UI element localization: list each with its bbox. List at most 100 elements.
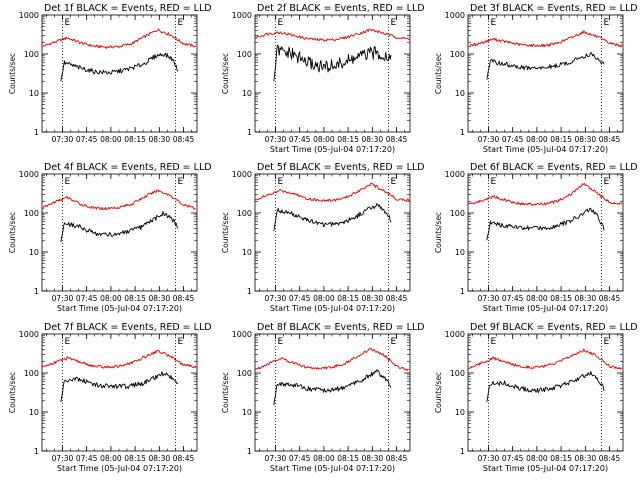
- x-tick-label: 07:30: [52, 454, 74, 463]
- y-tick-label: 10: [242, 248, 252, 257]
- x-tick-label: 08:15: [124, 135, 146, 144]
- x-tick-label: 08:00: [100, 135, 122, 144]
- x-axis-label: Start Time (05-Jul-04 07:17:20): [483, 464, 608, 473]
- y-tick-label: 1: [247, 128, 252, 137]
- panel-title: Det 5f BLACK = Events, RED = LLD: [257, 162, 425, 173]
- x-tick-label: 08:00: [100, 454, 122, 463]
- y-tick-label: 100: [237, 369, 252, 378]
- lld-series-line: [41, 349, 197, 369]
- x-tick-label: 08:30: [362, 454, 384, 463]
- events-series-line: [60, 52, 179, 82]
- y-tick-label: 1: [460, 447, 465, 456]
- events-series-line: [486, 52, 605, 80]
- y-tick-label: 1: [460, 128, 465, 137]
- x-tick-label: 08:15: [550, 454, 572, 463]
- y-tick-label: 100: [24, 50, 39, 59]
- x-axis-label: Start Time (05-Jul-04 07:17:20): [270, 304, 395, 313]
- plot-frame: [41, 173, 198, 292]
- x-tick-label: 07:45: [502, 454, 524, 463]
- lld-series-line: [41, 28, 197, 49]
- x-tick-label: 07:30: [478, 135, 500, 144]
- y-tick-label: 100: [450, 369, 465, 378]
- detector-panel-8: Det 8f BLACK = Events, RED = LLD 1 10 100 10…: [221, 322, 425, 473]
- x-tick-label: 08:00: [313, 294, 335, 303]
- y-tick-label: 1000: [445, 11, 465, 20]
- y-tick-label: 1000: [232, 330, 252, 339]
- detector-panel-5: Det 5f BLACK = Events, RED = LLD 1 10 100 10…: [221, 162, 425, 313]
- x-tick-label: 08:30: [575, 135, 597, 144]
- x-tick-label: 08:45: [173, 135, 195, 144]
- x-tick-label: 07:30: [52, 135, 74, 144]
- events-series-line: [273, 203, 392, 231]
- lld-series-line: [41, 189, 197, 211]
- x-tick-label: 07:30: [265, 294, 287, 303]
- x-axis-label: Start Time (05-Jul-04 07:17:20): [483, 145, 608, 154]
- x-tick-label: 08:00: [313, 454, 335, 463]
- y-axis-label: Counts/sec: [8, 372, 17, 413]
- x-tick-label: 08:30: [149, 454, 171, 463]
- x-tick-label: 07:45: [502, 135, 524, 144]
- x-tick-label: 07:30: [265, 454, 287, 463]
- y-axis-label: Counts/sec: [434, 212, 443, 253]
- time-marker-label: E: [64, 177, 70, 187]
- y-axis-label: Counts/sec: [434, 53, 443, 94]
- time-marker-label: E: [490, 18, 496, 28]
- x-tick-label: 07:45: [289, 135, 311, 144]
- y-tick-label: 1: [34, 287, 39, 296]
- time-marker-label: E: [490, 177, 496, 187]
- time-marker-label: E: [64, 18, 70, 28]
- x-tick-label: 07:45: [76, 454, 98, 463]
- time-marker-label: E: [277, 337, 283, 347]
- x-tick-label: 08:15: [550, 294, 572, 303]
- y-tick-label: 10: [455, 248, 465, 257]
- y-tick-label: 10: [455, 408, 465, 417]
- panel-title: Det 4f BLACK = Events, RED = LLD: [44, 162, 212, 173]
- x-tick-label: 08:15: [124, 294, 146, 303]
- x-tick-label: 08:00: [526, 135, 548, 144]
- x-tick-label: 08:30: [362, 294, 384, 303]
- y-tick-label: 1: [247, 447, 252, 456]
- y-tick-label: 100: [450, 209, 465, 218]
- lld-series-line: [467, 348, 623, 370]
- y-tick-label: 100: [237, 50, 252, 59]
- panel-title: Det 9f BLACK = Events, RED = LLD: [470, 322, 638, 333]
- y-tick-label: 100: [24, 369, 39, 378]
- plot-frame: [41, 333, 198, 452]
- x-tick-label: 07:45: [76, 135, 98, 144]
- x-tick-label: 08:15: [550, 135, 572, 144]
- panel-title: Det 8f BLACK = Events, RED = LLD: [257, 322, 425, 333]
- x-tick-label: 08:00: [100, 294, 122, 303]
- x-tick-label: 07:45: [502, 294, 524, 303]
- x-tick-label: 08:45: [386, 454, 408, 463]
- y-tick-label: 100: [450, 50, 465, 59]
- panel-title: Det 1f BLACK = Events, RED = LLD: [44, 3, 212, 14]
- y-tick-label: 10: [29, 89, 39, 98]
- lld-series-line: [254, 28, 410, 42]
- x-tick-label: 08:15: [337, 294, 359, 303]
- x-tick-label: 08:15: [124, 454, 146, 463]
- x-axis-label: Start Time (05-Jul-04 07:17:20): [270, 464, 395, 473]
- time-marker-label: E: [490, 337, 496, 347]
- plot-frame: [467, 14, 624, 133]
- y-tick-label: 1000: [445, 330, 465, 339]
- x-tick-label: 08:45: [599, 294, 621, 303]
- y-tick-label: 1000: [445, 170, 465, 179]
- y-tick-label: 10: [242, 408, 252, 417]
- y-tick-label: 1000: [19, 170, 39, 179]
- x-tick-label: 07:30: [478, 454, 500, 463]
- y-tick-label: 1000: [19, 330, 39, 339]
- x-tick-label: 07:30: [52, 294, 74, 303]
- y-axis-label: Counts/sec: [221, 372, 230, 413]
- detector-panel-1: Det 1f BLACK = Events, RED = LLD 1 10 100 10…: [8, 3, 212, 144]
- events-series-line: [273, 369, 392, 406]
- y-axis-label: Counts/sec: [221, 212, 230, 253]
- y-tick-label: 1: [34, 128, 39, 137]
- x-tick-label: 08:45: [386, 294, 408, 303]
- x-tick-label: 08:30: [149, 135, 171, 144]
- y-axis-label: Counts/sec: [434, 372, 443, 413]
- detector-panel-4: Det 4f BLACK = Events, RED = LLD 1 10 100 10…: [8, 162, 212, 313]
- y-tick-label: 100: [237, 209, 252, 218]
- events-series-line: [60, 210, 179, 243]
- x-tick-label: 08:45: [173, 294, 195, 303]
- detector-panel-6: Det 6f BLACK = Events, RED = LLD 1 10 100 10…: [434, 162, 638, 313]
